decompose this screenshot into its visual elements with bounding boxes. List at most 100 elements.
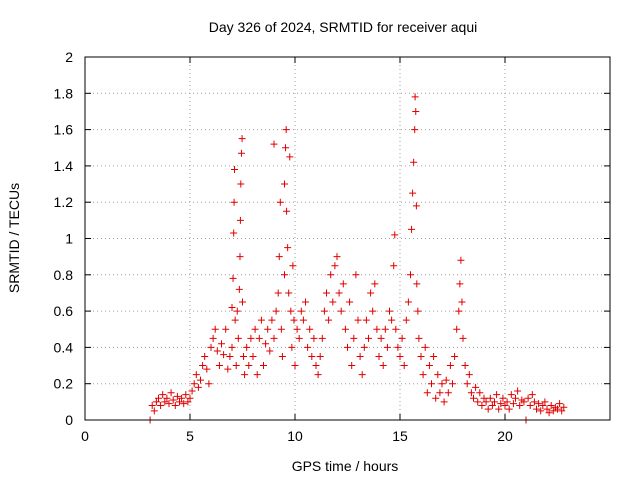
data-point	[240, 352, 248, 360]
data-point	[456, 280, 464, 288]
data-point	[451, 352, 459, 360]
data-point	[377, 334, 385, 342]
x-tick-label: 20	[497, 428, 513, 444]
x-tick-label: 15	[392, 428, 408, 444]
data-point	[262, 340, 270, 348]
data-point	[545, 409, 553, 417]
data-point	[284, 244, 292, 252]
data-point	[293, 325, 301, 333]
data-point	[236, 253, 244, 261]
data-point	[260, 362, 267, 370]
data-point	[283, 207, 291, 215]
y-tick-label: 1.6	[54, 122, 74, 138]
data-point	[266, 347, 274, 355]
data-point	[277, 325, 285, 333]
data-point	[409, 189, 417, 197]
data-point	[333, 253, 341, 261]
data-point	[386, 307, 393, 315]
data-point	[530, 398, 538, 406]
data-point	[417, 352, 425, 360]
data-point	[270, 140, 278, 148]
data-point	[503, 398, 511, 406]
data-point	[232, 362, 240, 370]
data-point	[558, 407, 566, 415]
data-point	[467, 389, 475, 397]
data-point	[234, 334, 242, 342]
data-point	[367, 289, 375, 297]
data-point	[352, 271, 360, 279]
data-point	[444, 389, 452, 397]
data-point	[320, 307, 328, 315]
data-point	[419, 371, 427, 379]
data-point	[495, 405, 503, 413]
data-point	[398, 334, 406, 342]
data-point	[472, 383, 480, 391]
data-point	[400, 362, 408, 370]
data-point	[209, 334, 217, 342]
data-point	[201, 352, 209, 360]
data-point	[488, 401, 496, 409]
data-point	[493, 391, 501, 399]
y-tick-labels: 0 0.2 0.4 0.6 0.8 1 1.2 1.4 1.6 1.8 2	[54, 49, 74, 428]
y-tick-label: 1	[65, 231, 73, 247]
data-point	[218, 340, 225, 348]
data-point	[362, 316, 370, 324]
data-point	[155, 394, 162, 402]
data-point	[535, 400, 543, 408]
data-point	[329, 298, 337, 306]
data-point	[308, 352, 316, 360]
x-tick-label: 10	[287, 428, 303, 444]
data-point	[236, 216, 244, 224]
data-point	[516, 401, 524, 409]
data-point	[533, 405, 540, 413]
axis-ticks	[84, 56, 610, 421]
data-point	[499, 394, 507, 402]
data-point	[331, 262, 339, 270]
data-point	[253, 371, 261, 379]
data-point	[249, 352, 257, 360]
data-point	[239, 298, 246, 306]
data-point	[507, 391, 515, 399]
data-point	[375, 352, 383, 360]
data-point	[230, 229, 238, 237]
data-point	[458, 298, 466, 306]
chart-title: Day 326 of 2024, SRMTID for receiver aqu…	[209, 19, 477, 35]
data-point	[394, 343, 402, 351]
data-point	[289, 262, 297, 270]
y-tick-label: 0.4	[54, 339, 74, 355]
data-point	[348, 362, 356, 370]
data-point	[339, 280, 347, 288]
data-point	[163, 394, 171, 402]
data-point	[295, 334, 303, 342]
data-point	[247, 334, 255, 342]
y-tick-label: 1.2	[54, 194, 74, 210]
data-point	[554, 405, 561, 413]
data-point	[430, 352, 438, 360]
data-point	[251, 325, 259, 333]
data-point	[482, 398, 490, 406]
data-point	[235, 285, 243, 293]
data-point	[428, 380, 435, 388]
y-tick-label: 2	[65, 49, 73, 65]
data-point	[509, 400, 517, 408]
data-point	[526, 401, 534, 409]
data-point	[459, 334, 467, 342]
data-point	[213, 347, 221, 355]
data-point	[192, 371, 200, 379]
data-point	[463, 380, 471, 388]
data-point	[484, 405, 492, 413]
data-point	[491, 398, 498, 406]
data-point	[224, 365, 232, 373]
data-point	[560, 403, 568, 411]
data-point	[413, 280, 421, 288]
data-point	[297, 307, 305, 315]
data-point	[442, 376, 450, 384]
data-point	[480, 394, 488, 402]
y-tick-label: 1.4	[54, 158, 74, 174]
data-point	[264, 325, 272, 333]
data-point	[180, 400, 188, 408]
data-point	[312, 362, 320, 370]
data-point	[318, 334, 326, 342]
data-point	[310, 334, 318, 342]
